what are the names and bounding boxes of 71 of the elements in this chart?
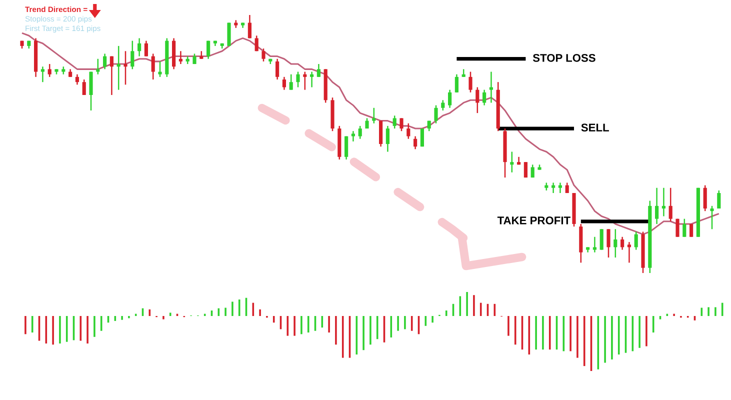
candlestick: [48, 63, 52, 78]
candlestick: [690, 223, 694, 238]
candlestick: [372, 107, 376, 124]
candlestick: [303, 71, 307, 90]
candlestick: [296, 71, 300, 88]
candlestick: [524, 161, 528, 178]
candlestick: [89, 71, 93, 112]
candlestick: [662, 187, 666, 217]
candlestick: [634, 231, 638, 250]
candlestick: [676, 218, 680, 238]
candlestick: [227, 22, 231, 47]
candlestick: [40, 66, 44, 83]
candlestick: [310, 71, 314, 88]
candlestick: [206, 40, 210, 60]
candlestick: [386, 125, 390, 152]
candlestick: [178, 50, 182, 65]
candlestick: [82, 78, 86, 96]
candlestick: [138, 38, 142, 57]
candlestick: [110, 56, 114, 96]
candlestick: [592, 236, 596, 253]
candlestick: [248, 14, 252, 39]
candlestick: [710, 205, 714, 230]
candlestick: [606, 228, 610, 258]
candlestick: [130, 40, 134, 70]
candlestick: [482, 89, 486, 106]
candlestick: [682, 218, 686, 238]
candlestick: [262, 48, 266, 62]
candlestick: [116, 45, 120, 90]
candlestick: [510, 151, 514, 174]
candlestick: [103, 53, 107, 70]
candlestick: [344, 136, 348, 160]
candlestick: [627, 241, 631, 264]
candlestick: [434, 104, 438, 124]
candlestick: [448, 89, 452, 109]
candlestick: [289, 74, 293, 90]
candlestick: [406, 122, 410, 140]
candlestick: [96, 58, 100, 75]
candlestick: [75, 74, 79, 86]
candlestick: [620, 236, 624, 250]
candlestick: [530, 164, 534, 178]
candlestick: [420, 128, 424, 148]
candlestick: [717, 190, 721, 210]
candlestick: [600, 228, 604, 250]
candlestick: [655, 187, 659, 225]
candlestick: [282, 76, 286, 90]
candlestick: [151, 53, 155, 80]
candlestick: [254, 35, 258, 52]
candlestick: [476, 86, 480, 114]
candlestick: [392, 114, 396, 130]
candlestick: [158, 60, 162, 78]
candlestick: [441, 100, 445, 112]
candlestick: [614, 228, 618, 258]
candlestick: [703, 184, 707, 212]
candlestick: [468, 71, 472, 94]
candlestick: [351, 130, 355, 142]
candlestick: [668, 187, 672, 222]
candlestick: [552, 182, 556, 194]
candlestick: [144, 40, 148, 57]
series-label: TAKE PROFIT: [497, 216, 570, 224]
candlestick: [316, 63, 320, 78]
series-label: SELL: [581, 124, 609, 132]
series-label: STOP LOSS: [532, 54, 596, 62]
candlestick: [558, 182, 562, 194]
candlestick: [489, 71, 493, 104]
candlestick: [358, 125, 362, 140]
candlestick: [454, 74, 458, 94]
candlestick: [276, 58, 280, 80]
candlestick: [124, 50, 128, 86]
candlestick: [414, 136, 418, 150]
candlestick: [379, 120, 383, 148]
candlestick: [400, 118, 404, 132]
